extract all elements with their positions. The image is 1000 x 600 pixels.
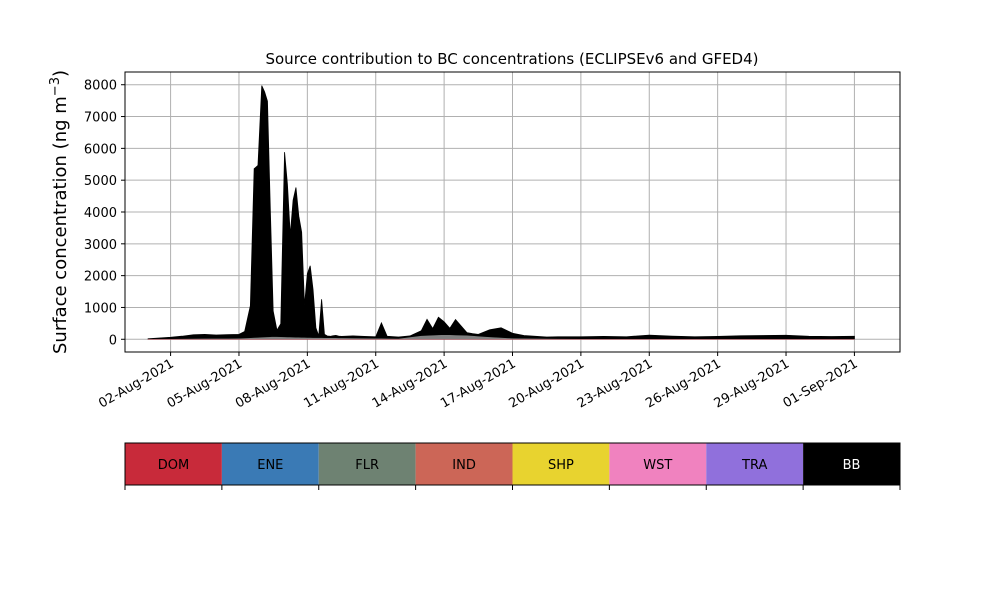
- y-tick-label: 0: [109, 333, 117, 348]
- legend-swatch-dom: [125, 443, 222, 485]
- x-tick-label: 29-Aug-2021: [712, 356, 792, 411]
- y-tick-label: 4000: [84, 206, 117, 221]
- legend-swatch-bb: [803, 443, 900, 485]
- source-legend-colorbar: DOM ENE FLR IND SHP WST TRA BB: [124, 442, 901, 490]
- area-bb: [147, 85, 855, 340]
- legend-label-shp: SHP: [548, 458, 574, 473]
- x-tick-label: 17-Aug-2021: [438, 356, 518, 411]
- y-tick-label: 6000: [84, 142, 117, 157]
- legend-label-bb: BB: [843, 458, 861, 473]
- x-tick-label: 08-Aug-2021: [233, 356, 313, 411]
- legend-label-flr: FLR: [355, 458, 379, 473]
- x-tick-label: 01-Sep-2021: [781, 356, 861, 411]
- chart-title: Source contribution to BC concentrations…: [265, 50, 758, 68]
- plot-frame: [124, 71, 901, 353]
- x-tick-label: 02-Aug-2021: [96, 356, 176, 411]
- y-tick-label: 7000: [84, 111, 117, 126]
- legend-label-ind: IND: [452, 458, 476, 473]
- y-tick-label: 5000: [84, 174, 117, 189]
- legend-swatch-ene: [221, 443, 319, 485]
- legend-label-wst: WST: [643, 458, 672, 473]
- x-tick-label: 20-Aug-2021: [507, 356, 587, 411]
- legend-swatch-tra: [706, 443, 804, 485]
- legend-label-ene: ENE: [257, 458, 283, 473]
- plot-area: 02-Aug-202105-Aug-202108-Aug-202111-Aug-…: [84, 71, 901, 412]
- y-axis-label-close: ): [50, 70, 71, 77]
- x-tick-label: 26-Aug-2021: [643, 356, 723, 411]
- y-tick-label: 8000: [84, 79, 117, 94]
- x-tick-label: 23-Aug-2021: [575, 356, 655, 411]
- legend-label-tra: TRA: [741, 458, 767, 473]
- y-tick-label: 2000: [84, 270, 117, 285]
- legend-swatch-shp: [512, 443, 610, 485]
- y-tick-label: 1000: [84, 301, 117, 316]
- x-tick-label: 14-Aug-2021: [370, 356, 450, 411]
- y-axis-label: Surface concentration (ng m−3): [48, 70, 71, 354]
- y-tick-label: 3000: [84, 238, 117, 253]
- legend-label-dom: DOM: [158, 458, 189, 473]
- legend-swatch-flr: [318, 443, 416, 485]
- x-tick-label: 11-Aug-2021: [301, 356, 381, 411]
- legend-swatch-ind: [415, 443, 513, 485]
- y-axis-label-superscript: −3: [48, 77, 63, 96]
- legend-swatch-wst: [609, 443, 707, 485]
- x-tick-label: 05-Aug-2021: [165, 356, 245, 411]
